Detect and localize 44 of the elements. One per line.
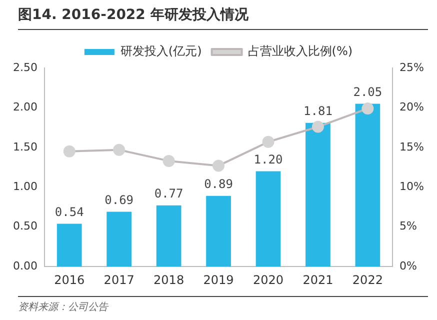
y2-tick-label: 15% [400, 140, 424, 154]
y2-tick-label: 5% [400, 220, 418, 233]
data-label: 1.20 [254, 152, 283, 166]
y-tick-label: 1.50 [12, 140, 38, 154]
x-tick-label: 2018 [154, 272, 184, 287]
x-tick-label: 2017 [104, 272, 134, 287]
text: 资料来源：公司公告 [18, 296, 428, 314]
point [262, 136, 274, 148]
point [312, 120, 324, 133]
bar [206, 196, 231, 267]
x-tick-label: 2019 [203, 272, 234, 287]
bar [306, 122, 330, 267]
point [212, 160, 225, 172]
data-label: 2.05 [353, 84, 382, 99]
bar [256, 171, 281, 267]
y2-tick-label: 0% [400, 259, 418, 272]
y2-tick-label: 20% [400, 100, 424, 114]
y2-tick-label: 10% [400, 180, 424, 194]
x-tick-label: 2020 [252, 272, 284, 287]
data-label: 0.77 [154, 186, 184, 201]
bar [156, 205, 182, 267]
x-tick-label: 2016 [54, 272, 85, 287]
point [362, 102, 374, 115]
bar [355, 104, 380, 267]
point [63, 145, 76, 158]
data-label: 0.69 [104, 192, 134, 207]
legend-label: 研发投入(亿元) [120, 44, 202, 58]
legend-label: 占营业收入比例(%) [248, 44, 353, 58]
bar [56, 224, 82, 267]
y-tick-label: 2.50 [12, 60, 38, 74]
data-label: 0.54 [54, 204, 84, 219]
data-label: 0.89 [204, 177, 233, 192]
y2-tick-label: 25% [400, 60, 424, 74]
bar [106, 212, 132, 267]
chart-title: 图14. 2016-2022 年研发投入情况 [18, 6, 428, 30]
x-tick-label: 2022 [352, 272, 383, 287]
data-label: 1.81 [304, 104, 332, 118]
x-tick-label: 2021 [302, 272, 334, 287]
y-tick-label: 0.00 [12, 259, 38, 272]
y-tick-label: 2.00 [12, 100, 38, 114]
y-tick-label: 0.50 [12, 220, 38, 233]
point [162, 154, 175, 167]
y-tick-label: 1.00 [12, 180, 38, 194]
point [113, 144, 126, 156]
